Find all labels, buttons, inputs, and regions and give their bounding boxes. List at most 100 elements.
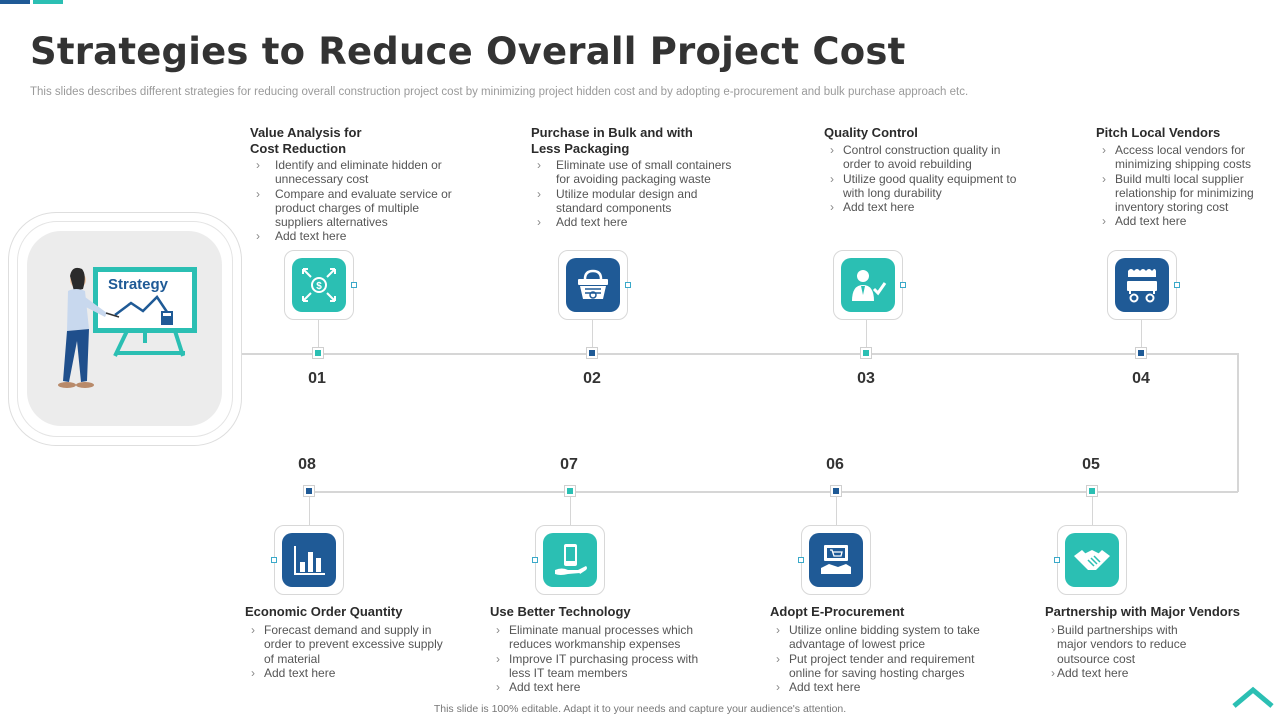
step-icon-frame-08 [274, 525, 344, 595]
bullet-item: Utilize good quality equipment to with l… [824, 172, 1024, 201]
step-bullets: Build partnerships with major vendors to… [1045, 623, 1270, 680]
step-card-03: Quality Control Control construction qua… [824, 125, 1024, 215]
step-title: Pitch Local Vendors [1096, 125, 1221, 140]
step-bullets: Forecast demand and supply in order to p… [245, 623, 445, 680]
step-number-08: 08 [298, 456, 316, 473]
presenter-whiteboard-illustration: Strategy [58, 267, 197, 388]
step-title: Adopt E-Procurement [770, 604, 905, 619]
bullet-item: Identify and eliminate hidden or unneces… [250, 158, 470, 187]
step-card-08: Economic Order Quantity Forecast demand … [245, 604, 445, 680]
step-bullets: Eliminate use of small containers for av… [531, 158, 746, 230]
accent-bar-teal [33, 0, 63, 4]
bullet-item: Add text here [1045, 666, 1270, 681]
bullet-item: Utilize modular design and standard comp… [531, 187, 746, 216]
step-card-07: Use Better Technology Eliminate manual p… [490, 604, 715, 695]
stem-07 [570, 492, 571, 526]
bar-chart-icon [282, 533, 336, 587]
bullet-item: Add text here [531, 215, 746, 230]
bullet-item: Eliminate use of small containers for av… [531, 158, 746, 187]
bullet-item: Build partnerships with major vendors to… [1045, 623, 1270, 666]
bullet-item: Add text here [770, 680, 995, 695]
bullet-item: Build multi local supplier relationship … [1096, 172, 1276, 215]
icon-connector-dot [900, 282, 906, 288]
step-card-02: Purchase in Bulk and with Less Packaging… [531, 125, 746, 230]
step-bullets: Access local vendors for minimizing ship… [1096, 143, 1276, 229]
stem-04 [1141, 320, 1142, 354]
step-card-05: Partnership with Major Vendors Build par… [1045, 604, 1270, 680]
bullet-item: Add text here [245, 666, 445, 681]
money-arrows-icon: $ [292, 258, 346, 312]
timeline-node-07 [564, 485, 576, 497]
shopping-basket-icon [566, 258, 620, 312]
stem-06 [836, 492, 837, 526]
step-card-01: Value Analysis for Cost Reduction Identi… [250, 125, 470, 244]
bullet-item: Compare and evaluate service or product … [250, 187, 470, 230]
step-icon-frame-03 [833, 250, 903, 320]
page-title: Strategies to Reduce Overall Project Cos… [30, 30, 906, 73]
step-bullets: Utilize online bidding system to take ad… [770, 623, 995, 695]
online-shopping-icon [809, 533, 863, 587]
icon-connector-dot [271, 557, 277, 563]
svg-text:$: $ [316, 281, 322, 292]
page-subtitle: This slides describes different strategi… [30, 86, 969, 98]
bullet-item: Add text here [1096, 214, 1276, 229]
timeline-node-02 [586, 347, 598, 359]
bullet-item: Access local vendors for minimizing ship… [1096, 143, 1276, 172]
icon-connector-dot [1054, 557, 1060, 563]
bullet-item: Add text here [824, 200, 1024, 215]
step-number-03: 03 [857, 370, 875, 387]
icon-connector-dot [625, 282, 631, 288]
hero-illustration-panel: Strategy [27, 231, 222, 426]
step-bullets: Eliminate manual processes which reduces… [490, 623, 715, 695]
icon-connector-dot [532, 557, 538, 563]
handshake-icon [1065, 533, 1119, 587]
timeline-bottom-line [308, 491, 1238, 493]
step-number-05: 05 [1082, 456, 1100, 473]
step-card-04: Pitch Local Vendors Access local vendors… [1096, 125, 1276, 229]
step-card-06: Adopt E-Procurement Utilize online biddi… [770, 604, 995, 695]
step-bullets: Control construction quality in order to… [824, 143, 1024, 215]
step-number-07: 07 [560, 456, 578, 473]
timeline-node-04 [1135, 347, 1147, 359]
bullet-item: Put project tender and requirement onlin… [770, 652, 995, 681]
step-title: Economic Order Quantity [245, 604, 403, 619]
vendor-cart-icon [1115, 258, 1169, 312]
bullet-item: Control construction quality in order to… [824, 143, 1024, 172]
timeline-right-connector [1237, 353, 1239, 492]
hero-board-label: Strategy [108, 276, 169, 293]
timeline-top-line [242, 353, 1238, 355]
stem-05 [1092, 492, 1093, 526]
timeline-node-03 [860, 347, 872, 359]
timeline-node-08 [303, 485, 315, 497]
icon-connector-dot [351, 282, 357, 288]
step-number-02: 02 [583, 370, 601, 387]
bullet-item: Improve IT purchasing process with less … [490, 652, 715, 681]
step-icon-frame-04 [1107, 250, 1177, 320]
step-icon-frame-06 [801, 525, 871, 595]
step-title: Purchase in Bulk and with Less Packaging [531, 125, 693, 156]
home-chevron-icon[interactable] [1230, 684, 1276, 710]
stem-01 [318, 320, 319, 354]
step-title: Use Better Technology [490, 604, 631, 619]
bullet-item: Eliminate manual processes which reduces… [490, 623, 715, 652]
stem-03 [866, 320, 867, 354]
step-number-06: 06 [826, 456, 844, 473]
timeline-node-01 [312, 347, 324, 359]
step-bullets: Identify and eliminate hidden or unneces… [250, 158, 470, 244]
icon-connector-dot [798, 557, 804, 563]
step-icon-frame-02 [558, 250, 628, 320]
bullet-item: Add text here [490, 680, 715, 695]
timeline-node-06 [830, 485, 842, 497]
step-icon-frame-01: $ [284, 250, 354, 320]
stem-08 [309, 492, 310, 526]
step-icon-frame-07 [535, 525, 605, 595]
bullet-item: Forecast demand and supply in order to p… [245, 623, 445, 666]
step-title: Value Analysis for Cost Reduction [250, 125, 362, 156]
mobile-hand-icon [543, 533, 597, 587]
quality-inspector-icon [841, 258, 895, 312]
step-number-01: 01 [308, 370, 326, 387]
stem-02 [592, 320, 593, 354]
timeline-node-05 [1086, 485, 1098, 497]
step-title: Quality Control [824, 125, 918, 140]
bullet-item: Add text here [250, 229, 470, 244]
